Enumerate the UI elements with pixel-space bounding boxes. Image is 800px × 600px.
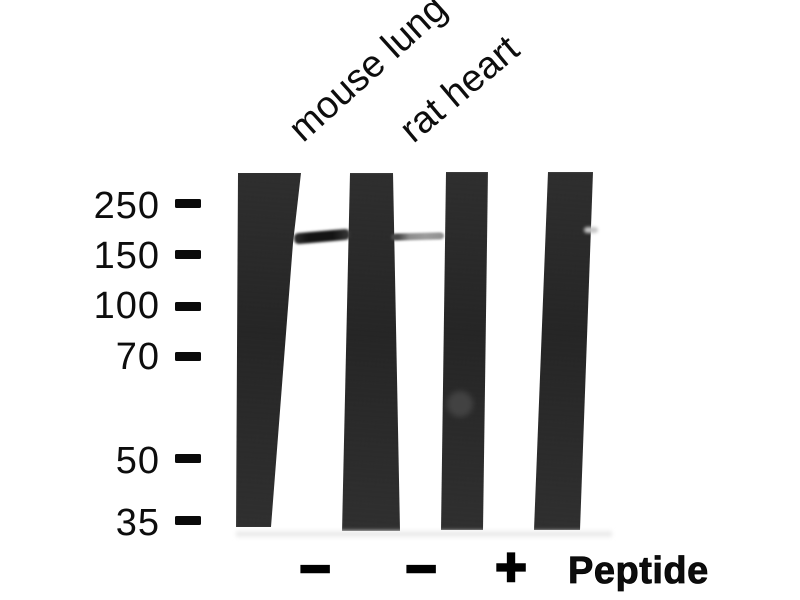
blot-lane-1 xyxy=(236,173,301,527)
blot-lane-3-rat-heart xyxy=(441,172,488,530)
blot-bottom-shadow xyxy=(236,531,612,537)
faint-band-lane-4 xyxy=(584,227,598,233)
mw-label-50: 50 xyxy=(115,440,160,482)
mw-tick-70 xyxy=(175,352,201,361)
mw-label-100: 100 xyxy=(93,285,160,327)
minus-sign-1: − xyxy=(298,539,332,599)
protein-band-mouse-lung xyxy=(293,228,351,245)
mw-tick-150 xyxy=(175,250,201,259)
mw-tick-100 xyxy=(175,302,201,311)
mw-label-35: 35 xyxy=(115,502,160,544)
mw-label-250: 250 xyxy=(93,185,160,227)
mw-tick-35 xyxy=(175,516,201,525)
minus-sign-2: − xyxy=(404,539,438,599)
mw-tick-250 xyxy=(175,199,201,208)
plus-sign: + xyxy=(494,537,528,597)
blot-lane-4-peptide xyxy=(534,172,593,530)
peptide-label: Peptide xyxy=(568,550,709,593)
mw-label-70: 70 xyxy=(115,336,160,378)
mw-tick-50 xyxy=(175,454,201,463)
lane-3-spot-artifact xyxy=(447,391,473,417)
blot-lane-2-mouse-lung xyxy=(342,173,400,531)
protein-band-rat-heart xyxy=(390,232,445,241)
mw-label-150: 150 xyxy=(93,235,160,277)
